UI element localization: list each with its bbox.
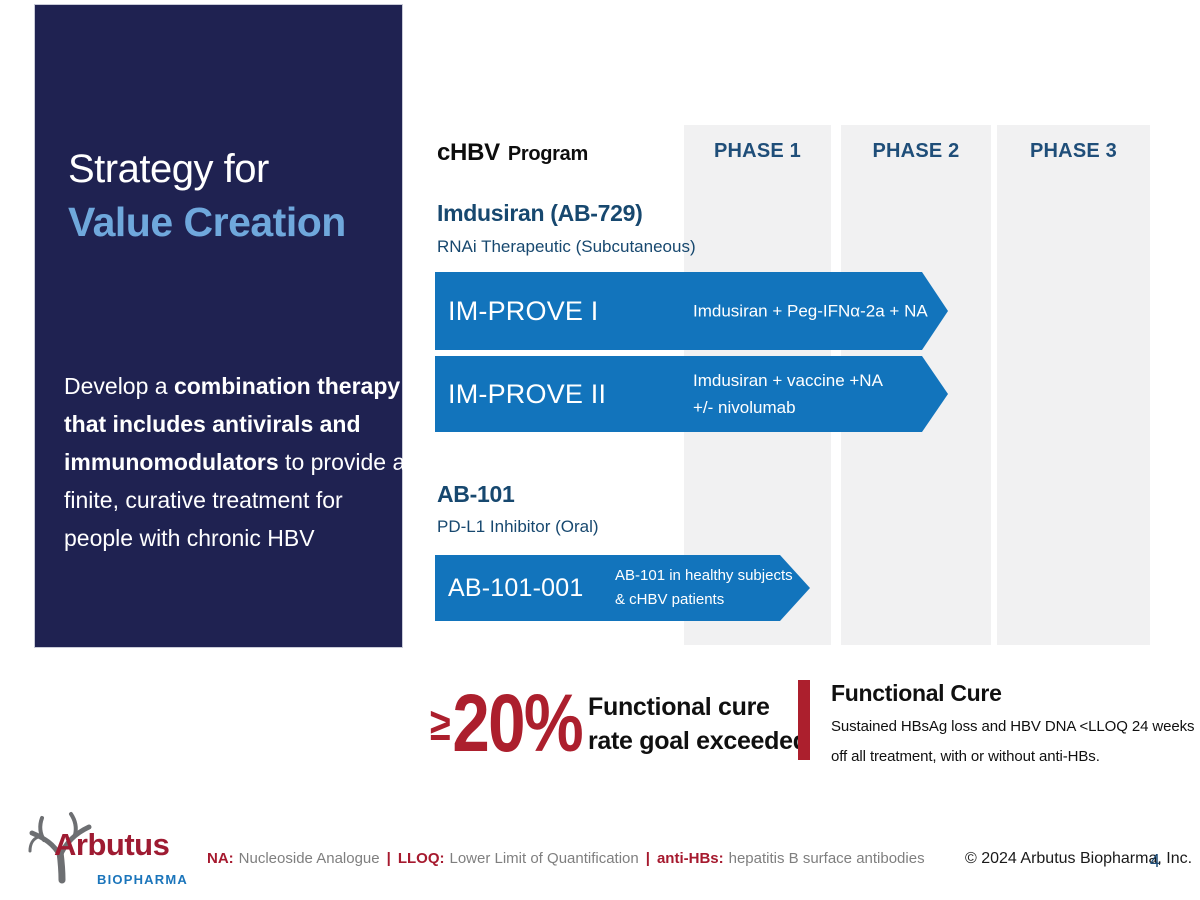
definition-line2: off all treatment, with or without anti-… bbox=[831, 748, 1100, 765]
trial-improve-2-detail: Imdusiran + vaccine +NA +/- nivolumab bbox=[693, 367, 883, 421]
slide-title: Strategy for Value Creation bbox=[68, 147, 346, 245]
functional-cure-definition-title: Functional Cure bbox=[831, 680, 1002, 706]
stat-gte-symbol: ≥ bbox=[430, 698, 451, 750]
footnote-term-antihbs: anti-HBs: bbox=[656, 850, 724, 867]
trial-arrow-ab101-001: AB-101-001 AB-101 in healthy subjects & … bbox=[435, 555, 810, 621]
stat-label: Functional cure rate goal exceeded bbox=[588, 690, 808, 758]
trial-improve-1-detail-line1: Imdusiran + Peg-IFNα-2a + NA bbox=[693, 301, 928, 321]
program-ab101-name: AB-101 bbox=[437, 481, 515, 507]
phase3-column: PHASE 3 bbox=[997, 125, 1150, 645]
stat-label-line2: rate goal exceeded bbox=[588, 727, 808, 755]
trial-improve-2-detail-line2: +/- nivolumab bbox=[693, 398, 796, 417]
trial-ab101-001-label: AB-101-001 bbox=[448, 573, 584, 602]
phase1-label: PHASE 1 bbox=[714, 140, 801, 162]
footnote-term-lloq: LLOQ: bbox=[397, 850, 445, 867]
trial-improve-2-label: IM-PROVE II bbox=[448, 378, 607, 409]
trial-improve-1-detail: Imdusiran + Peg-IFNα-2a + NA bbox=[693, 298, 928, 325]
arbutus-logo-biopharma: BIOPHARMA bbox=[97, 872, 188, 887]
trial-ab101-001-detail: AB-101 in healthy subjects & cHBV patien… bbox=[615, 564, 793, 612]
stat-label-line1: Functional cure bbox=[588, 693, 770, 721]
slide-title-line1: Strategy for bbox=[68, 147, 269, 191]
footnote-separator: | bbox=[386, 850, 391, 867]
copyright-notice: © 2024 Arbutus Biopharma, Inc. bbox=[965, 850, 1193, 867]
trial-ab101-001-detail-line1: AB-101 in healthy subjects bbox=[615, 567, 793, 584]
mission-text-bold: combination therapy that includes antivi… bbox=[64, 373, 401, 475]
footnote-def-antihbs: hepatitis B surface antibodies bbox=[728, 850, 925, 867]
footnote-separator-2: | bbox=[645, 850, 650, 867]
functional-cure-definition-body: Sustained HBsAg loss and HBV DNA <LLOQ 2… bbox=[831, 712, 1195, 772]
trial-improve-1-label: IM-PROVE I bbox=[448, 295, 599, 326]
mission-statement: Develop a combination therapy that inclu… bbox=[64, 367, 416, 557]
program-imdusiran-subtitle: RNAi Therapeutic (Subcutaneous) bbox=[437, 237, 696, 256]
trial-arrow-improve-2: IM-PROVE II Imdusiran + vaccine +NA +/- … bbox=[435, 356, 948, 432]
slide-title-line2: Value Creation bbox=[68, 199, 346, 245]
footnote-term-na: NA: bbox=[207, 850, 234, 867]
footnote-def-na: Nucleoside Analogue bbox=[238, 850, 380, 867]
mission-text-post: to provide a finite, curative treatment … bbox=[64, 449, 406, 551]
arbutus-logo-wordmark: Arbutus bbox=[54, 827, 170, 862]
definition-line1: Sustained HBsAg loss and HBV DNA <LLOQ 2… bbox=[831, 718, 1195, 735]
trial-arrow-improve-1: IM-PROVE I Imdusiran + Peg-IFNα-2a + NA bbox=[435, 272, 948, 350]
trial-ab101-001-detail-line2: & cHBV patients bbox=[615, 591, 725, 608]
program-header-sub: Program bbox=[507, 143, 588, 165]
phase2-label: PHASE 2 bbox=[872, 140, 960, 162]
page-number: 4 bbox=[1150, 851, 1161, 871]
red-divider-bar bbox=[798, 680, 810, 760]
abbreviation-footnote: NA: Nucleoside Analogue | LLOQ: Lower Limit … bbox=[207, 850, 925, 867]
program-header-main: cHBV bbox=[437, 139, 500, 166]
program-ab101-subtitle: PD-L1 Inhibitor (Oral) bbox=[437, 517, 599, 536]
footnote-def-lloq: Lower Limit of Quantification bbox=[449, 850, 639, 867]
mission-text-pre: Develop a bbox=[64, 373, 174, 399]
trial-improve-2-detail-line1: Imdusiran + vaccine +NA bbox=[693, 371, 883, 390]
functional-cure-stat-value: ≥ 20% bbox=[430, 678, 584, 769]
left-panel: Strategy for Value Creation Develop a co… bbox=[34, 4, 405, 648]
program-imdusiran-name: Imdusiran (AB-729) bbox=[437, 200, 643, 226]
stat-percent-number: 20% bbox=[452, 678, 583, 769]
arbutus-logo: Arbutus BIOPHARMA bbox=[18, 806, 238, 896]
phase3-label: PHASE 3 bbox=[1030, 140, 1117, 162]
arbutus-tree-icon bbox=[28, 812, 92, 884]
program-column-header: cHBV Program bbox=[437, 139, 588, 167]
